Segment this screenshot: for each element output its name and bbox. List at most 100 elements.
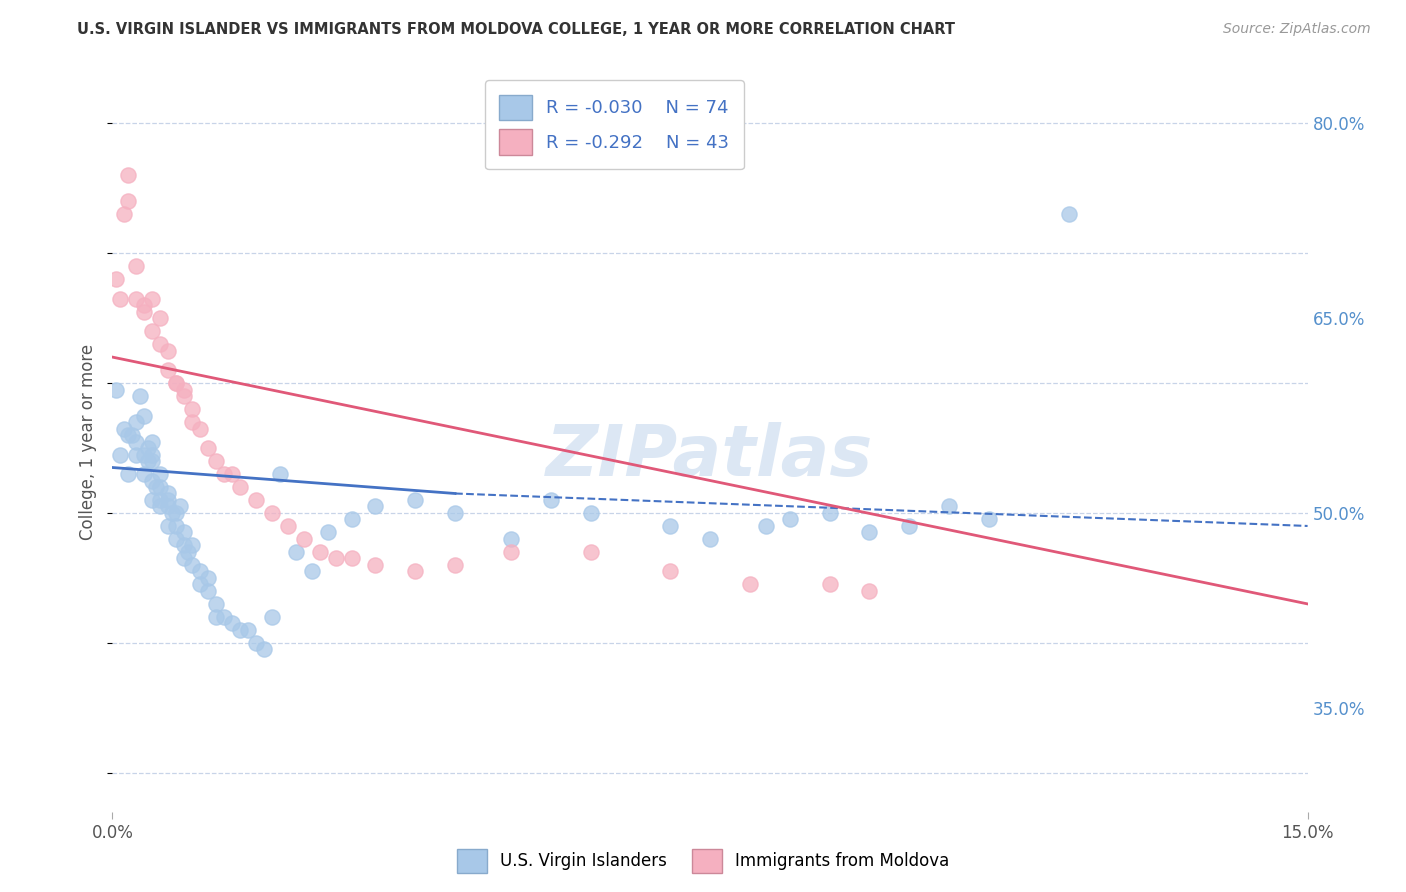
Point xyxy=(316,525,339,540)
Point xyxy=(125,448,148,462)
Point xyxy=(364,500,387,514)
Point xyxy=(197,441,219,455)
Point xyxy=(245,493,267,508)
Point xyxy=(699,532,721,546)
Point xyxy=(579,506,602,520)
Point xyxy=(253,642,276,657)
Point xyxy=(404,565,426,579)
Point xyxy=(117,194,139,209)
Point xyxy=(197,571,219,585)
Point xyxy=(404,493,426,508)
Y-axis label: College, 1 year or more: College, 1 year or more xyxy=(79,343,97,540)
Point xyxy=(277,519,299,533)
Point xyxy=(221,467,243,481)
Point xyxy=(117,168,139,182)
Point xyxy=(659,565,682,579)
Point xyxy=(499,532,522,546)
Point xyxy=(125,434,148,449)
Point xyxy=(269,467,291,481)
Point xyxy=(157,486,180,500)
Point xyxy=(110,448,132,462)
Point xyxy=(125,415,148,429)
Point xyxy=(188,421,211,435)
Point xyxy=(125,292,148,306)
Point xyxy=(444,558,467,572)
Point xyxy=(138,441,160,455)
Point xyxy=(149,467,172,481)
Point xyxy=(292,532,315,546)
Point xyxy=(134,298,156,312)
Point xyxy=(229,480,252,494)
Point xyxy=(105,272,128,286)
Point xyxy=(165,519,187,533)
Text: ZIPatlas: ZIPatlas xyxy=(547,422,873,491)
Point xyxy=(149,337,172,351)
Point xyxy=(141,454,163,468)
Point xyxy=(157,500,180,514)
Point xyxy=(149,500,172,514)
Point xyxy=(181,415,204,429)
Point xyxy=(121,428,143,442)
Point xyxy=(779,512,801,526)
Point xyxy=(188,565,211,579)
Legend: R = -0.030    N = 74, R = -0.292    N = 43: R = -0.030 N = 74, R = -0.292 N = 43 xyxy=(485,80,744,169)
Point xyxy=(325,551,347,566)
Point xyxy=(818,577,841,591)
Point xyxy=(340,551,363,566)
Point xyxy=(105,383,128,397)
Text: Source: ZipAtlas.com: Source: ZipAtlas.com xyxy=(1223,22,1371,37)
Point xyxy=(165,376,187,390)
Point xyxy=(173,389,195,403)
Point xyxy=(245,636,267,650)
Point xyxy=(212,610,235,624)
Point xyxy=(977,512,1000,526)
Point xyxy=(364,558,387,572)
Point xyxy=(157,363,180,377)
Point xyxy=(141,448,163,462)
Point xyxy=(165,532,187,546)
Point xyxy=(938,500,960,514)
Point xyxy=(141,324,163,338)
Point xyxy=(188,577,211,591)
Point xyxy=(134,409,156,423)
Point xyxy=(540,493,562,508)
Point xyxy=(134,467,156,481)
Point xyxy=(444,506,467,520)
Point xyxy=(205,597,228,611)
Point xyxy=(340,512,363,526)
Point xyxy=(284,545,307,559)
Point xyxy=(141,493,163,508)
Point xyxy=(165,506,187,520)
Point xyxy=(134,304,156,318)
Point xyxy=(125,259,148,273)
Point xyxy=(114,421,135,435)
Point xyxy=(181,402,204,417)
Point xyxy=(169,500,191,514)
Point xyxy=(858,525,880,540)
Point xyxy=(308,545,330,559)
Point xyxy=(818,506,841,520)
Point xyxy=(149,480,172,494)
Point xyxy=(141,292,163,306)
Point xyxy=(149,311,172,326)
Point xyxy=(173,538,195,552)
Point xyxy=(229,623,252,637)
Point xyxy=(858,583,880,598)
Point xyxy=(205,610,228,624)
Point xyxy=(157,493,180,508)
Point xyxy=(117,428,139,442)
Point xyxy=(141,474,163,488)
Point xyxy=(157,343,180,358)
Point xyxy=(117,467,139,481)
Point xyxy=(177,545,200,559)
Point xyxy=(173,383,195,397)
Point xyxy=(738,577,761,591)
Point xyxy=(579,545,602,559)
Point xyxy=(145,480,167,494)
Point xyxy=(173,525,195,540)
Legend: U.S. Virgin Islanders, Immigrants from Moldova: U.S. Virgin Islanders, Immigrants from M… xyxy=(450,842,956,880)
Point xyxy=(149,493,172,508)
Point xyxy=(301,565,323,579)
Point xyxy=(197,583,219,598)
Point xyxy=(181,538,204,552)
